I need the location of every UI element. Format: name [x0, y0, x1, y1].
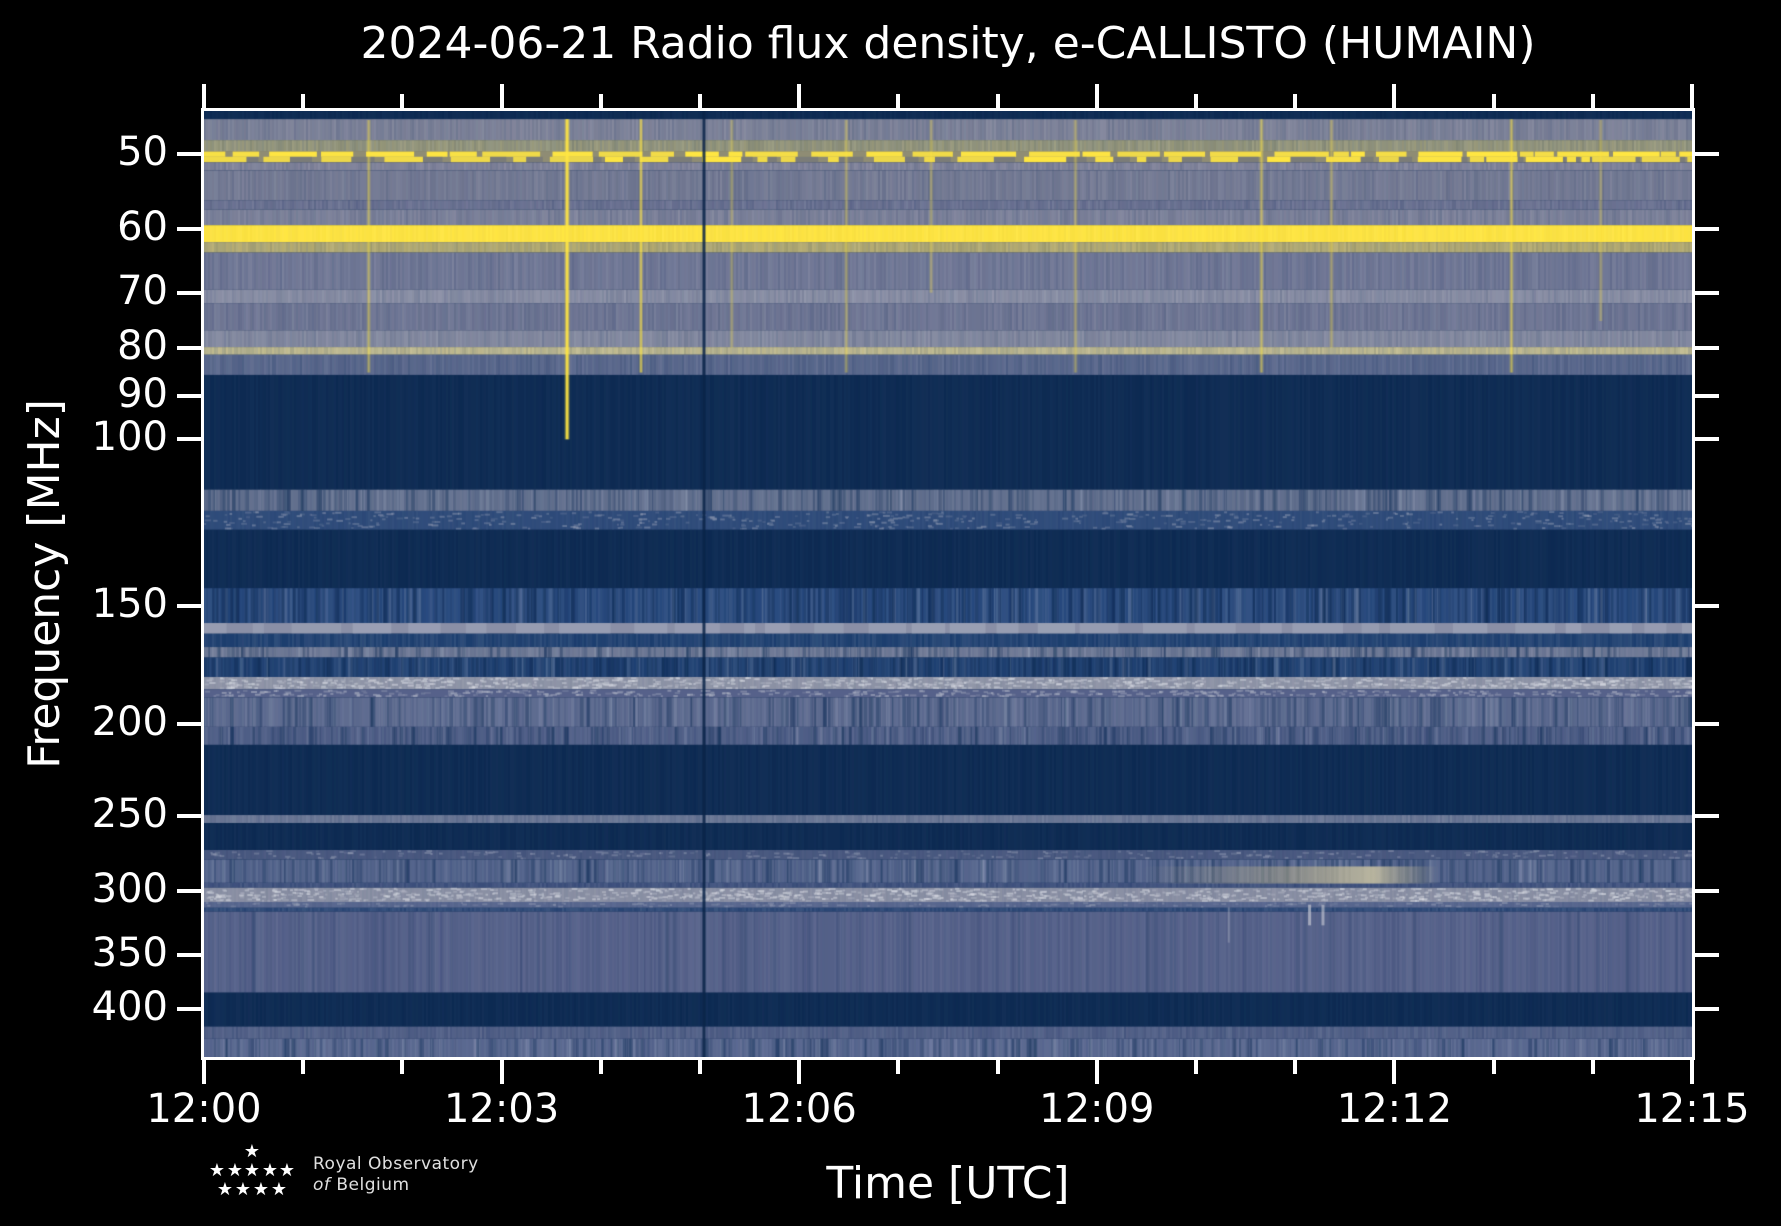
page-title: 2024-06-21 Radio flux density, e-CALLIST…	[360, 18, 1536, 69]
x-axis-tick	[797, 84, 802, 108]
y-tick-label: 70	[117, 267, 168, 314]
x-axis-tick	[1491, 94, 1496, 108]
rob-star-icon: ★	[243, 1141, 261, 1162]
x-axis-tick	[598, 1060, 603, 1074]
credit-of: of	[313, 1175, 331, 1195]
y-axis-tick	[1695, 394, 1719, 399]
y-axis-tick	[177, 604, 201, 609]
rob-star-icon: ★	[216, 1179, 234, 1200]
x-tick-label: 12:00	[146, 1086, 262, 1132]
x-axis-tick	[896, 1060, 901, 1074]
y-tick-label: 60	[117, 204, 168, 251]
rob-star-icon: ★	[234, 1179, 252, 1200]
x-tick-label: 12:12	[1336, 1086, 1453, 1132]
credit-line2: of Belgium	[313, 1176, 410, 1195]
y-axis-tick	[1695, 889, 1719, 894]
x-axis-tick	[1293, 94, 1298, 108]
x-axis-tick	[202, 84, 206, 108]
y-tick-label: 300	[91, 866, 168, 913]
y-axis-tick	[177, 1007, 201, 1012]
y-axis-tick	[1695, 290, 1719, 295]
y-tick-label: 80	[117, 322, 168, 369]
credit-belgium: Belgium	[336, 1175, 410, 1195]
x-axis-tick	[1293, 1060, 1298, 1074]
y-axis-tick	[1695, 722, 1719, 727]
x-axis-tick	[202, 1060, 206, 1084]
x-tick-label: 12:03	[443, 1086, 560, 1132]
y-axis-tick	[177, 152, 201, 157]
y-tick-label: 400	[91, 984, 168, 1031]
x-axis-tick	[1590, 94, 1595, 108]
y-axis-tick	[177, 952, 201, 957]
y-axis-tick	[177, 437, 201, 442]
x-axis-tick	[1094, 1060, 1099, 1084]
rob-star-icon: ★	[208, 1160, 226, 1181]
y-axis-tick	[177, 814, 201, 819]
y-axis-tick	[1695, 952, 1719, 957]
spectrogram-canvas	[204, 111, 1692, 1057]
y-tick-label: 90	[117, 371, 168, 418]
y-tick-label: 350	[91, 929, 168, 976]
y-axis-tick	[1695, 814, 1719, 819]
x-axis-tick	[995, 1060, 1000, 1074]
x-axis-tick	[1392, 1060, 1397, 1084]
y-axis-tick	[1695, 604, 1719, 609]
x-axis-tick	[1690, 84, 1694, 108]
y-tick-label: 100	[91, 414, 168, 461]
rob-star-icon: ★	[226, 1160, 244, 1181]
x-axis-tick	[1491, 1060, 1496, 1074]
x-tick-label: 12:15	[1634, 1086, 1750, 1132]
y-tick-label: 150	[91, 581, 168, 628]
y-axis-tick	[1695, 227, 1719, 232]
y-axis-tick	[177, 290, 201, 295]
y-axis-tick	[1695, 152, 1719, 157]
x-axis-tick	[301, 1060, 306, 1074]
x-axis-tick	[1194, 94, 1198, 108]
x-axis-tick	[400, 94, 405, 108]
x-axis-tick	[698, 94, 702, 108]
y-tick-label: 50	[117, 129, 168, 176]
x-axis-tick	[698, 1060, 702, 1074]
y-axis-tick	[177, 394, 201, 399]
y-axis-tick	[1695, 345, 1719, 350]
y-axis-tick	[177, 345, 201, 350]
y-axis-tick	[1695, 1007, 1719, 1012]
y-axis-tick	[177, 722, 201, 727]
x-axis-tick	[1094, 84, 1099, 108]
x-tick-label: 12:06	[741, 1086, 857, 1132]
x-axis-tick	[995, 94, 1000, 108]
credit-line1: Royal Observatory	[313, 1154, 479, 1174]
y-axis-tick	[177, 889, 201, 894]
rob-star-icon: ★	[252, 1179, 270, 1200]
x-axis-tick	[1194, 1060, 1198, 1074]
x-tick-label: 12:09	[1039, 1086, 1155, 1132]
x-axis-tick	[797, 1060, 802, 1084]
rob-star-icon: ★	[261, 1160, 279, 1181]
y-tick-label: 200	[91, 699, 168, 746]
rob-star-icon: ★	[278, 1160, 296, 1181]
x-axis-tick	[1690, 1060, 1694, 1084]
x-axis-tick	[499, 1060, 504, 1084]
x-axis-title: Time [UTC]	[826, 1158, 1070, 1209]
rob-star-icon: ★	[270, 1179, 288, 1200]
plot-frame	[201, 108, 1695, 1060]
x-axis-tick	[1392, 84, 1397, 108]
y-axis-tick	[1695, 437, 1719, 442]
x-axis-tick	[400, 1060, 405, 1074]
x-axis-tick	[598, 94, 603, 108]
y-tick-label: 250	[91, 791, 168, 838]
x-axis-tick	[499, 84, 504, 108]
x-axis-tick	[1590, 1060, 1595, 1074]
rob-star-icon: ★	[243, 1160, 261, 1181]
x-axis-tick	[301, 94, 306, 108]
y-axis-tick	[177, 227, 201, 232]
y-axis-title: Frequency [MHz]	[19, 399, 70, 769]
x-axis-tick	[896, 94, 901, 108]
